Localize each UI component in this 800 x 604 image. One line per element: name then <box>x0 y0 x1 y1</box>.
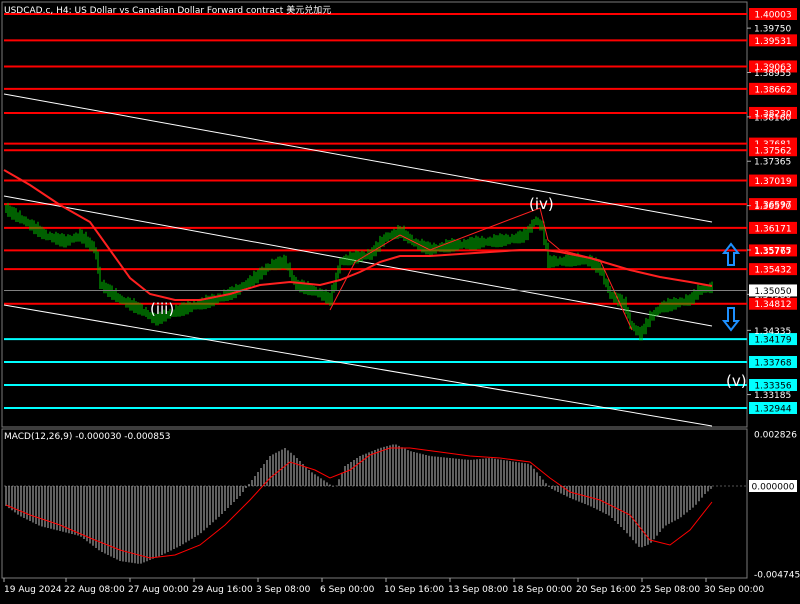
main-panel-border <box>1 1 748 428</box>
zigzag-line <box>329 207 633 331</box>
chart-title: USDCAD.c, H4: US Dollar vs Canadian Doll… <box>4 6 332 16</box>
moving-average <box>3 169 713 331</box>
macd-current-label: 0.000000 <box>752 483 795 493</box>
cyan-support-levels <box>4 338 747 409</box>
time-tick-label: 20 Sep 16:00 <box>576 585 636 595</box>
red-level-tag <box>749 144 797 157</box>
cyan-level-label: 1.34179 <box>754 336 791 346</box>
time-axis: 19 Aug 2024 22 Aug 08:00 27 Aug 00:00 29 Au… <box>3 578 764 595</box>
red-level-tag <box>749 8 797 20</box>
time-tick-label: 10 Sep 16:00 <box>384 585 444 595</box>
red-level-tag <box>749 198 797 211</box>
time-tick-label: 29 Aug 16:00 <box>192 585 253 595</box>
red-level-tag <box>749 174 797 187</box>
red-level-label: 1.35432 <box>754 266 791 276</box>
wave-label-iii: (iii) <box>150 300 175 318</box>
red-level-tag <box>749 34 797 47</box>
red-level-label: 1.34812 <box>754 300 791 310</box>
time-tick-label: 30 Sep 00:00 <box>704 585 764 595</box>
red-level-label: 1.36171 <box>754 224 791 234</box>
red-level-label: 1.38230 <box>754 109 791 119</box>
time-tick-label: 25 Sep 08:00 <box>640 585 700 595</box>
red-level-label: 1.37019 <box>754 177 791 187</box>
red-level-tag <box>749 106 797 119</box>
time-tick-label: 6 Sep 00:00 <box>320 585 375 595</box>
cyan-level-tag <box>749 402 797 414</box>
time-tick-label: 22 Aug 08:00 <box>64 585 125 595</box>
moving-average-line <box>3 169 713 301</box>
red-resistance-levels <box>4 13 747 305</box>
cyan-level-label: 1.33768 <box>754 359 791 369</box>
cyan-level-label: 1.32944 <box>754 405 791 415</box>
price-tick-label: 1.39750 <box>754 25 791 35</box>
cyan-level-tag <box>749 356 797 369</box>
outlined-down-arrow-icon <box>721 307 741 332</box>
red-level-tag <box>749 60 797 73</box>
red-level-tag <box>749 297 797 310</box>
macd-label: MACD(12,26,9) -0.000030 -0.000853 <box>4 432 171 442</box>
price-tick-label: 1.38955 <box>754 69 791 79</box>
red-level-label: 1.35767 <box>754 247 791 257</box>
time-tick-label: 3 Sep 08:00 <box>256 585 311 595</box>
macd-axis-label: -0.004745 <box>754 571 800 581</box>
wave-label-v: (v) <box>726 372 747 390</box>
outlined-up-arrow-icon <box>721 242 741 266</box>
red-level-tag <box>749 221 797 234</box>
current-price-tag <box>749 284 797 297</box>
time-tick-label: 19 Aug 2024 <box>4 585 62 595</box>
red-level-label: 1.40003 <box>754 11 791 21</box>
red-level-tag <box>749 244 797 257</box>
macd-panel-border <box>1 428 748 579</box>
time-tick-label: 13 Sep 08:00 <box>448 585 508 595</box>
macd-signal-line <box>5 447 713 559</box>
price-tick-label: 1.34335 <box>754 327 791 337</box>
time-tick-label: 27 Aug 00:00 <box>128 585 189 595</box>
cyan-level-label: 1.33356 <box>754 382 791 392</box>
price-axis: 1.400031.395311.390631.386621.382301.376… <box>4 8 797 415</box>
red-level-label: 1.39531 <box>754 37 791 47</box>
price-tick-label: 1.37365 <box>754 158 791 168</box>
time-tick-label: 18 Sep 00:00 <box>512 585 572 595</box>
price-tick-label: 1.33185 <box>754 391 791 401</box>
cyan-level-tag <box>749 379 797 392</box>
price-tick-label: 1.36570 <box>754 202 791 212</box>
red-level-label: 1.39063 <box>754 63 791 73</box>
macd-axis-label: 0.002826 <box>754 431 797 441</box>
candlesticks <box>5 202 713 341</box>
red-level-label: 1.38662 <box>754 85 791 95</box>
wave-label-iv: (iv) <box>529 195 554 213</box>
current-price-label: 1.35050 <box>754 287 791 297</box>
red-level-label: 1.36597 <box>754 201 791 211</box>
channel-line <box>3 304 713 427</box>
red-level-tag <box>749 82 797 95</box>
red-level-label: 1.37562 <box>754 147 791 157</box>
price-tick-label: 1.38160 <box>754 113 791 123</box>
macd-current-tag <box>749 480 797 492</box>
channel-line <box>3 93 713 223</box>
price-tick-label: 1.35775 <box>754 246 791 256</box>
red-level-tag <box>749 263 797 276</box>
cyan-level-tag <box>749 333 797 346</box>
